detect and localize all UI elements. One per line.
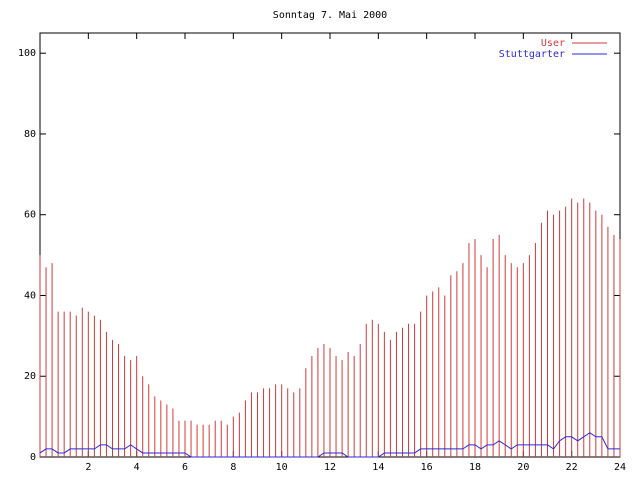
series-line bbox=[39, 432, 620, 458]
legend-label: Stuttgarter bbox=[499, 49, 565, 60]
x-tick-label: 24 bbox=[614, 462, 626, 473]
x-tick-label: 8 bbox=[230, 462, 236, 473]
x-tick-label: 20 bbox=[517, 462, 529, 473]
x-tick-label: 22 bbox=[566, 462, 578, 473]
y-tick-label: 20 bbox=[24, 371, 36, 382]
x-tick-label: 16 bbox=[421, 462, 433, 473]
y-tick-label: 60 bbox=[24, 210, 36, 221]
x-tick-label: 10 bbox=[276, 462, 288, 473]
legend-label: User bbox=[541, 38, 565, 49]
x-tick-label: 4 bbox=[134, 462, 140, 473]
y-tick-label: 40 bbox=[24, 290, 36, 301]
x-tick-label: 12 bbox=[324, 462, 336, 473]
x-tick-label: 6 bbox=[182, 462, 188, 473]
y-tick-label: 100 bbox=[18, 48, 36, 59]
x-tick-label: 2 bbox=[85, 462, 91, 473]
y-tick-label: 0 bbox=[30, 452, 36, 463]
chart-title: Sonntag 7. Mai 2000 bbox=[273, 10, 387, 21]
y-tick-label: 80 bbox=[24, 129, 36, 140]
x-tick-label: 14 bbox=[372, 462, 384, 473]
x-tick-label: 18 bbox=[469, 462, 481, 473]
